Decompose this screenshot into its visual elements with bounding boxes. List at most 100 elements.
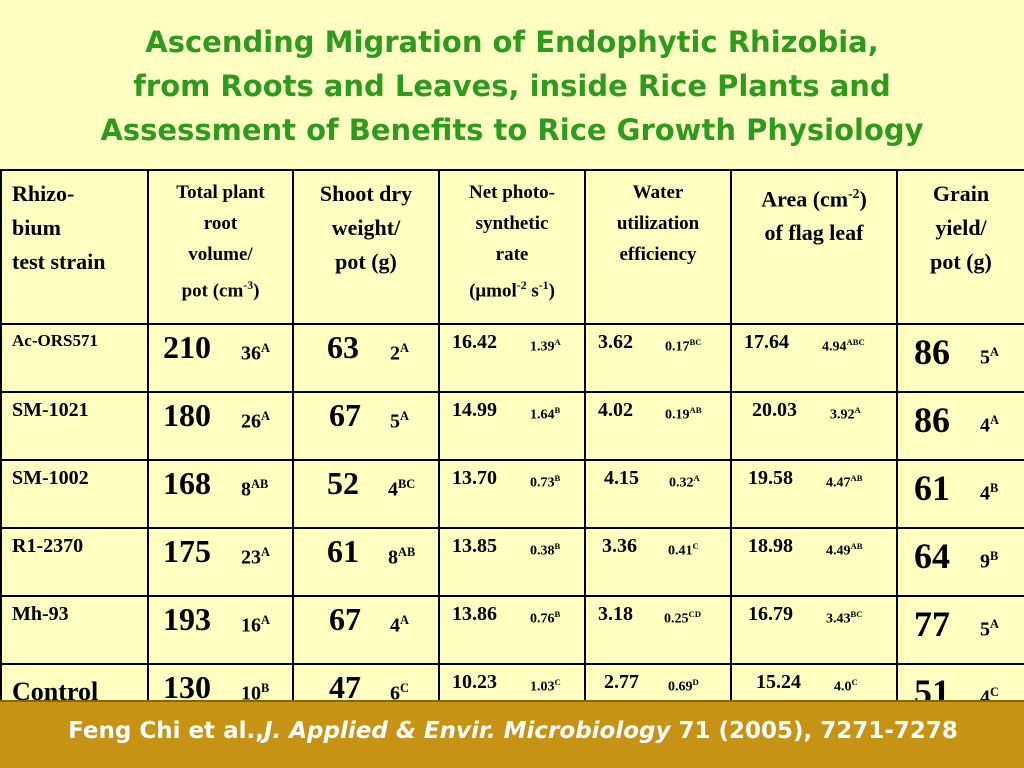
area-error-value: 4.47 [826, 475, 851, 491]
shoot-error: 6C [390, 681, 409, 706]
header-shoot-l2: weight/ [331, 215, 401, 240]
water-value: 2.77 [604, 671, 639, 693]
header-photo-l4c: ) [548, 280, 555, 302]
grain-error-value: 4 [980, 686, 990, 709]
grain-error: 5A [980, 617, 999, 642]
grain-cell: 64 9B [896, 527, 1024, 597]
photo-error-value: 0.38 [530, 543, 555, 559]
results-table: Rhizo- bium test strain Total plant root… [0, 169, 1024, 739]
header-root-l2: root [203, 213, 238, 234]
shoot-significance: A [400, 409, 409, 423]
photo-error: 0.73B [530, 473, 560, 492]
shoot-cell: 52 4BC [292, 459, 440, 529]
water-error: 0.69D [668, 677, 699, 696]
shoot-value: 47 [329, 669, 361, 705]
root-error: 8AB [241, 477, 268, 502]
water-error-value: 0.41 [668, 543, 693, 559]
photo-value: 13.70 [452, 467, 497, 489]
area-significance: ABC [846, 337, 865, 347]
header-photo-l4: (μmol-2 s-1) [440, 270, 584, 306]
grain-significance: B [990, 481, 999, 495]
header-grain-yield: Grain yield/ pot (g) [896, 169, 1024, 325]
area-error: 3.43BC [826, 609, 863, 628]
shoot-cell: 67 5A [292, 391, 440, 461]
root-significance: A [261, 545, 270, 559]
grain-value: 86 [914, 400, 950, 440]
area-significance: AB [850, 473, 863, 483]
water-error: 0.41C [668, 541, 699, 560]
header-water-l2: utilization [616, 213, 700, 234]
header-water-l1: Water [632, 182, 684, 203]
header-root-volume: Total plant root volume/ pot (cm-3) [147, 169, 294, 325]
header-area-l2: of flag leaf [764, 220, 864, 246]
root-cell: 180 26A [147, 391, 294, 461]
shoot-value: 52 [327, 465, 359, 501]
photo-error: 0.76B [530, 609, 560, 628]
header-photosynthetic-rate: Net photo- synthetic rate (μmol-2 s-1) [438, 169, 586, 325]
header-photo-l4a: (μmol [469, 280, 517, 302]
shoot-value: 67 [329, 397, 361, 433]
citation-footer: Feng Chi et al.,J. Applied & Envir. Micr… [0, 700, 1024, 768]
shoot-error-value: 4 [390, 614, 400, 637]
photo-error: 1.03C [530, 677, 561, 696]
photo-cell: 13.86 0.76B [438, 595, 586, 665]
shoot-value: 67 [329, 601, 361, 637]
water-error-value: 0.69 [668, 679, 693, 695]
photo-significance: B [554, 541, 561, 551]
water-significance: BC [689, 337, 702, 347]
header-grain-l2: yield/ [935, 215, 987, 240]
area-significance: C [851, 677, 858, 687]
area-value: 18.98 [748, 535, 793, 557]
header-root-l4a: pot (cm [181, 280, 244, 302]
photo-significance: B [554, 405, 561, 415]
header-shoot-l1: Shoot dry [319, 181, 413, 206]
photo-cell: 13.70 0.73B [438, 459, 586, 529]
root-significance: A [261, 341, 270, 355]
area-value: 17.64 [744, 331, 789, 353]
grain-significance: A [990, 617, 999, 631]
area-value: 20.03 [752, 399, 797, 421]
water-error-value: 0.19 [665, 407, 690, 423]
area-value: 16.79 [748, 603, 793, 625]
area-error: 4.0C [834, 677, 858, 696]
photo-cell: 14.99 1.64B [438, 391, 586, 461]
shoot-error-value: 5 [390, 410, 400, 433]
water-error: 0.25CD [664, 609, 701, 628]
root-error: 23A [241, 545, 270, 570]
water-cell: 3.18 0.25CD [584, 595, 732, 665]
photo-value: 13.85 [452, 535, 497, 557]
area-cell: 20.03 3.92A [730, 391, 898, 461]
header-root-l4-sup: -3 [243, 279, 254, 292]
header-water-efficiency: Water utilization efficiency [584, 169, 732, 325]
photo-error-value: 0.73 [530, 475, 555, 491]
shoot-significance: BC [398, 477, 416, 491]
shoot-error: 4A [390, 613, 409, 638]
shoot-value: 63 [327, 329, 359, 365]
header-root-l4: pot (cm-3) [149, 270, 292, 306]
grain-cell: 77 5A [896, 595, 1024, 665]
root-error-value: 36 [241, 342, 261, 365]
water-significance: AB [689, 405, 702, 415]
area-significance: AB [850, 541, 863, 551]
photo-value: 10.23 [452, 671, 497, 693]
shoot-error-value: 2 [390, 342, 400, 365]
water-error: 0.17BC [665, 337, 702, 356]
photo-error-value: 1.39 [530, 339, 555, 355]
header-area-l1b: ) [859, 186, 867, 212]
header-area-sup: -2 [848, 186, 860, 201]
photo-significance: C [554, 677, 561, 687]
area-error: 3.92A [830, 405, 861, 424]
header-area-l1: Area (cm-2) [732, 177, 896, 216]
shoot-error: 8AB [388, 545, 415, 570]
header-area-l1a: Area (cm [761, 186, 849, 212]
strain-cell: Ac-ORS571 [0, 323, 149, 393]
grain-significance: C [990, 685, 999, 699]
area-cell: 16.79 3.43BC [730, 595, 898, 665]
grain-error-value: 4 [980, 482, 990, 505]
grain-error-value: 4 [980, 414, 990, 437]
water-error-value: 0.32 [669, 475, 694, 491]
header-flag-leaf-area: Area (cm-2) of flag leaf [730, 169, 898, 325]
water-value: 3.36 [602, 535, 637, 557]
area-error-value: 4.94 [822, 339, 847, 355]
photo-error: 1.39A [530, 337, 561, 356]
